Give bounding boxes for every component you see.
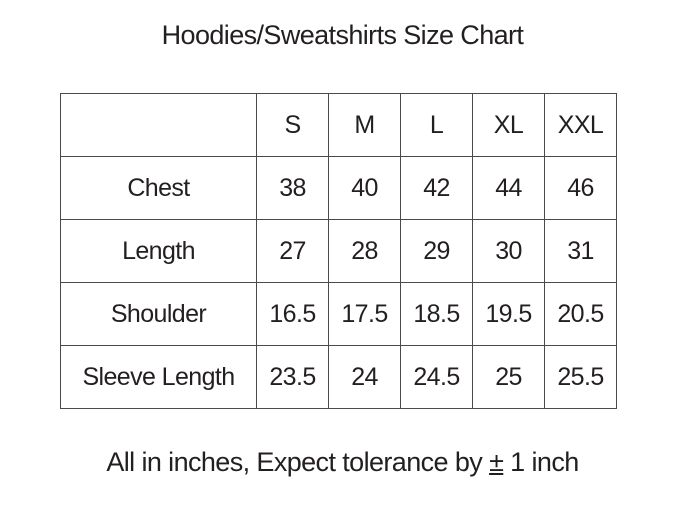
value-cell: 44 [472,156,545,220]
measurement-label: Shoulder [60,282,257,346]
value-cell: 28 [328,219,401,283]
size-header-cell: S [256,93,329,157]
size-header-cell: XL [472,93,545,157]
size-table: S M L XL XXL Chest 38 40 42 44 46 Length 27 28 29 30 31 S… [60,93,617,409]
table-row: Chest 38 40 42 44 46 [60,156,617,220]
value-cell: 40 [328,156,401,220]
value-cell: 24 [328,345,401,409]
value-cell: 30 [472,219,545,283]
table-row: Sleeve Length 23.5 24 24.5 25 25.5 [60,345,617,409]
footer-text-end: 1 inch [503,447,579,477]
table-row: Shoulder 16.5 17.5 18.5 19.5 20.5 [60,282,617,346]
chart-title: Hoodies/Sweatshirts Size Chart [161,20,524,50]
size-header-cell: L [400,93,473,157]
value-cell: 29 [400,219,473,283]
footer-text: All in inches, Expect tolerance by [106,447,490,477]
value-cell: 18.5 [400,282,473,346]
value-cell: 27 [256,219,329,283]
value-cell: 42 [400,156,473,220]
value-cell: 38 [256,156,329,220]
value-cell: 46 [544,156,617,220]
measurement-label: Length [60,219,257,283]
measurement-label: Sleeve Length [60,345,257,409]
size-header-cell: XXL [544,93,617,157]
footer-note: All in inches, Expect tolerance by ± 1 i… [0,447,685,478]
value-cell: 16.5 [256,282,329,346]
value-cell: 23.5 [256,345,329,409]
corner-cell [60,93,257,157]
value-cell: 25.5 [544,345,617,409]
measurement-label: Chest [60,156,257,220]
header-row: S M L XL XXL [60,93,617,157]
plus-minus-symbol: ± [489,447,504,477]
value-cell: 24.5 [400,345,473,409]
value-cell: 20.5 [544,282,617,346]
value-cell: 31 [544,219,617,283]
size-header-cell: M [328,93,401,157]
value-cell: 17.5 [328,282,401,346]
value-cell: 19.5 [472,282,545,346]
table-row: Length 27 28 29 30 31 [60,219,617,283]
value-cell: 25 [472,345,545,409]
